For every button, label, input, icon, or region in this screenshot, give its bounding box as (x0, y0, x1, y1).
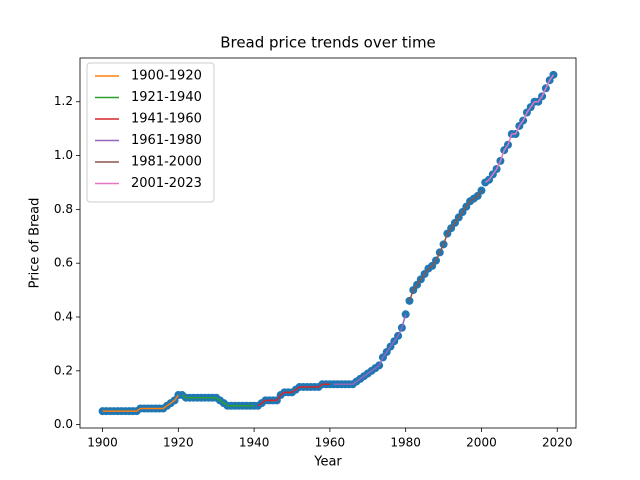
x-tick-label: 1980 (390, 436, 421, 450)
series-line (484, 74, 555, 184)
legend-label: 2001-2023 (131, 176, 202, 191)
legend-label: 1900-1920 (131, 69, 202, 84)
x-tick-label: 1960 (315, 436, 346, 450)
y-tick-label: 1.0 (54, 148, 73, 162)
x-axis-label: Year (313, 455, 342, 470)
series-line (257, 383, 330, 407)
series-line (181, 394, 255, 407)
x-tick-label: 1920 (163, 436, 194, 450)
plot-frame (79, 57, 577, 429)
legend-label: 1981-2000 (131, 155, 202, 170)
x-tick-label: 2000 (466, 436, 497, 450)
y-tick-label: 1.2 (54, 94, 73, 108)
y-tick-label: 0.6 (54, 256, 73, 270)
legend-label: 1941-1960 (131, 112, 202, 127)
y-tick-label: 0.4 (54, 310, 73, 324)
series-line (408, 190, 483, 302)
y-tick-label: 0.0 (54, 417, 73, 431)
legend-label: 1921-1940 (131, 90, 202, 105)
y-axis-label: Price of Bread (28, 198, 43, 289)
x-tick-label: 2020 (542, 436, 573, 450)
chart-title: Bread price trends over time (220, 34, 436, 52)
legend-label: 1961-1980 (131, 133, 202, 148)
x-tick-label: 1900 (87, 436, 118, 450)
series-line (333, 314, 407, 386)
x-tick-label: 1940 (239, 436, 270, 450)
y-tick-label: 0.8 (54, 202, 73, 216)
series-line (102, 394, 179, 412)
y-tick-label: 0.2 (54, 363, 73, 377)
